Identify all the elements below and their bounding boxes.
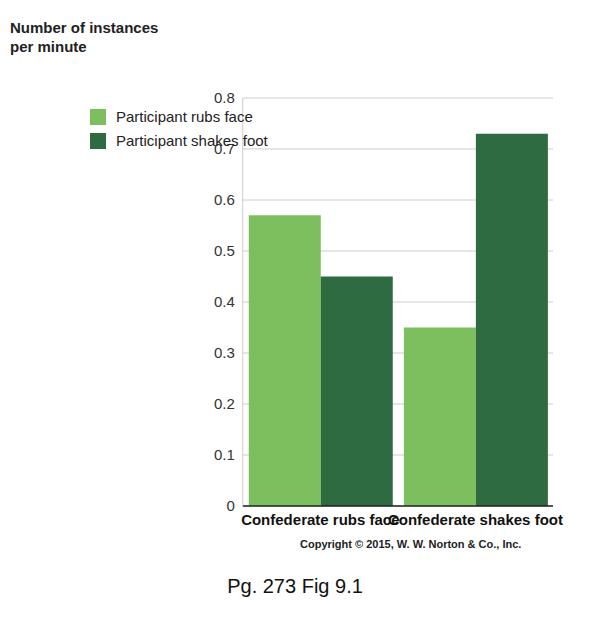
svg-text:0.3: 0.3	[214, 344, 235, 361]
svg-text:0.4: 0.4	[214, 293, 235, 310]
svg-text:0.1: 0.1	[214, 446, 235, 463]
svg-text:Confederate shakes foot: Confederate shakes foot	[388, 511, 563, 528]
svg-text:0.2: 0.2	[214, 395, 235, 412]
svg-text:0.8: 0.8	[214, 89, 235, 106]
svg-text:Confederate rubs face: Confederate rubs face	[241, 511, 399, 528]
svg-text:0.7: 0.7	[214, 140, 235, 157]
svg-text:0.5: 0.5	[214, 242, 235, 259]
svg-text:0: 0	[226, 497, 234, 514]
svg-text:0.6: 0.6	[214, 191, 235, 208]
